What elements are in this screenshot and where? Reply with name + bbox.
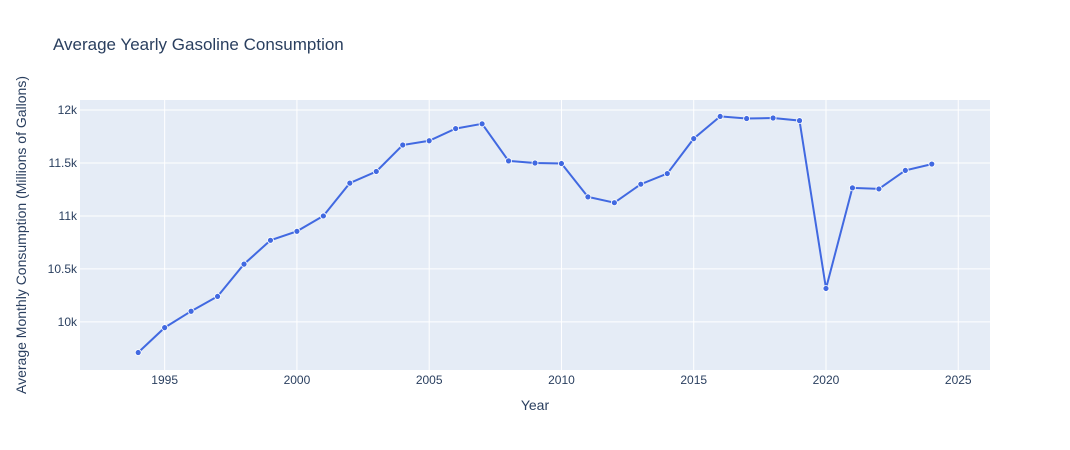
data-point bbox=[531, 159, 539, 167]
data-point bbox=[240, 260, 248, 268]
data-point bbox=[558, 160, 565, 167]
data-point bbox=[716, 113, 724, 120]
y-tick-label: 11k bbox=[59, 209, 78, 223]
data-point bbox=[928, 160, 936, 168]
data-point bbox=[743, 115, 751, 122]
chart-title: Average Yearly Gasoline Consumption bbox=[53, 35, 344, 54]
y-tick-label: 10.5k bbox=[48, 262, 78, 276]
grid-lines bbox=[80, 100, 990, 370]
data-point bbox=[637, 180, 645, 188]
data-point bbox=[769, 114, 777, 122]
data-point bbox=[849, 184, 856, 192]
data-point bbox=[346, 179, 354, 187]
data-point bbox=[584, 193, 592, 201]
x-tick-label: 2005 bbox=[416, 373, 443, 387]
plot-area bbox=[80, 100, 990, 370]
x-tick-label: 2025 bbox=[945, 373, 972, 387]
x-tick-label: 2020 bbox=[813, 373, 840, 387]
data-point bbox=[822, 285, 830, 292]
data-point bbox=[610, 199, 618, 207]
y-tick-label: 10k bbox=[58, 315, 78, 329]
x-tick-label: 1995 bbox=[151, 373, 178, 387]
y-tick-label: 12k bbox=[58, 103, 78, 117]
x-axis-ticks: 1995 2000 2005 2010 2015 2020 2025 bbox=[151, 373, 972, 387]
data-point bbox=[267, 236, 274, 244]
data-point bbox=[452, 125, 460, 132]
data-point bbox=[478, 120, 486, 128]
data-point bbox=[690, 135, 698, 143]
data-point bbox=[399, 141, 407, 149]
y-axis-label: Average Monthly Consumption (Millions of… bbox=[13, 76, 29, 394]
data-point bbox=[663, 170, 671, 177]
x-tick-label: 2010 bbox=[548, 373, 575, 387]
data-point bbox=[319, 212, 327, 220]
y-axis-ticks: 10k 10.5k 11k 11.5k 12k bbox=[48, 103, 78, 329]
series-markers bbox=[134, 113, 936, 356]
data-point bbox=[134, 349, 142, 356]
data-point bbox=[875, 185, 883, 193]
x-tick-label: 2015 bbox=[680, 373, 707, 387]
x-tick-label: 2000 bbox=[284, 373, 311, 387]
data-point bbox=[425, 137, 433, 145]
data-point bbox=[214, 293, 221, 300]
data-point bbox=[901, 167, 909, 174]
data-point bbox=[187, 307, 195, 315]
y-tick-label: 11.5k bbox=[49, 156, 78, 170]
data-point bbox=[161, 324, 169, 332]
data-point bbox=[372, 168, 380, 175]
x-axis-label: Year bbox=[521, 397, 550, 413]
data-point bbox=[293, 227, 301, 235]
data-point bbox=[505, 157, 512, 165]
data-point bbox=[796, 117, 803, 125]
